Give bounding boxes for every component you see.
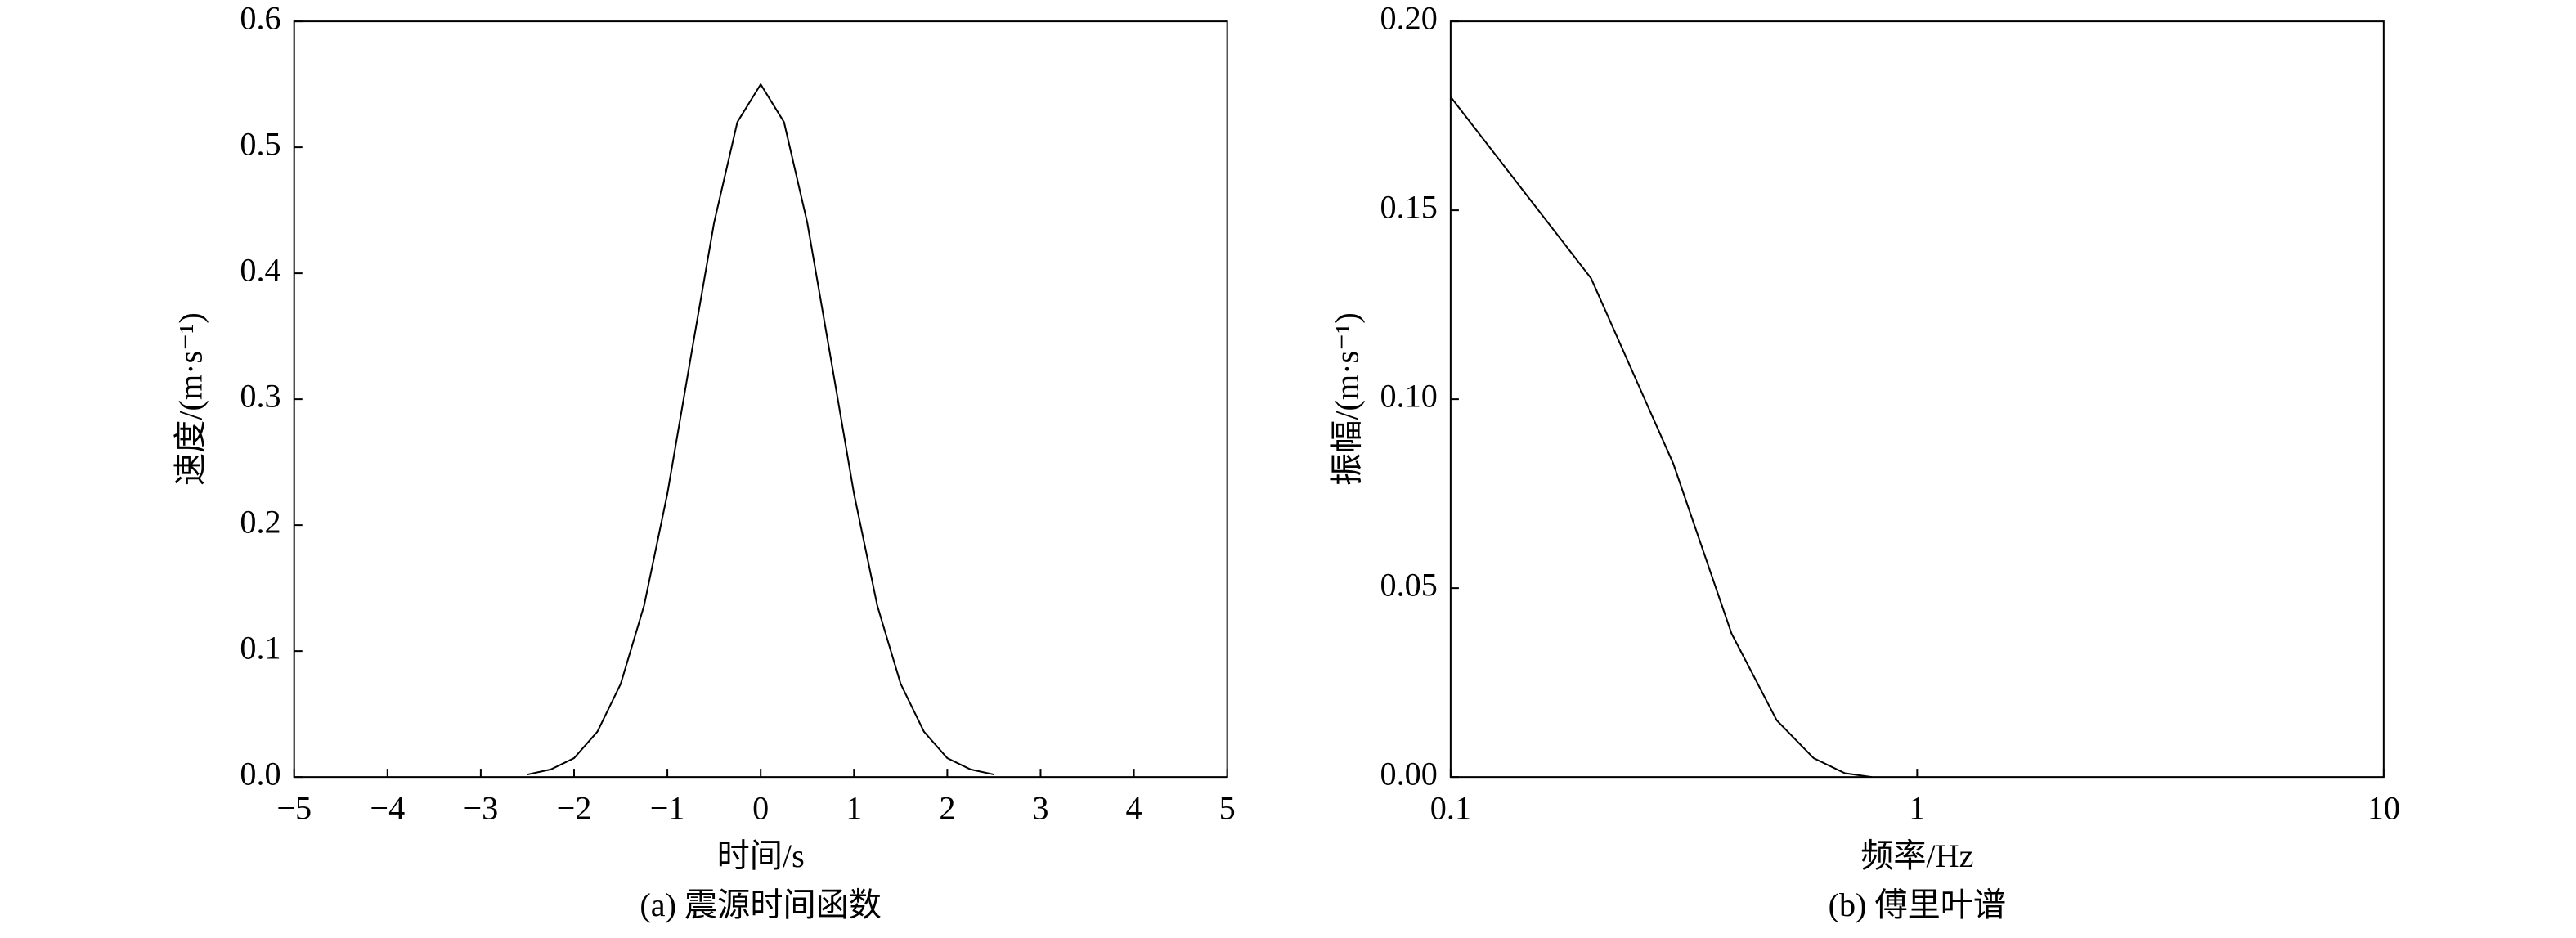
data-line (1450, 96, 1873, 779)
x-axis-label: 时间/s (717, 837, 805, 874)
y-tick-label: 0.6 (240, 0, 280, 36)
x-tick-label: −3 (464, 790, 499, 827)
y-tick-label: 0.3 (240, 377, 280, 414)
y-tick-label: 0.10 (1380, 377, 1438, 414)
x-tick-label: 0.1 (1430, 790, 1471, 827)
y-tick-label: 0.2 (240, 503, 280, 540)
x-tick-label: −4 (370, 790, 405, 827)
x-tick-label: 0 (752, 790, 769, 827)
x-tick-label: 1 (846, 790, 862, 827)
y-tick-label: 0.4 (240, 251, 280, 288)
chart-caption: (a) 震源时间函数 (640, 886, 882, 923)
y-tick-label: 0.0 (240, 755, 280, 792)
x-tick-label: 4 (1126, 790, 1142, 827)
x-tick-label: 3 (1032, 790, 1048, 827)
plot-frame (1449, 20, 2385, 779)
data-line (527, 83, 994, 776)
x-axis-label: 频率/Hz (1860, 837, 1973, 874)
y-tick-label: 0.1 (240, 629, 280, 666)
x-tick-label: −2 (557, 790, 592, 827)
y-tick-label: 0.15 (1380, 188, 1438, 225)
y-tick-label: 0.5 (240, 125, 280, 162)
x-tick-label: 2 (939, 790, 955, 827)
x-tick-label: 10 (2367, 790, 2400, 827)
plot-frame (293, 20, 1228, 779)
x-tick-label: 5 (1219, 790, 1236, 827)
y-tick-label: 0.05 (1380, 566, 1438, 603)
y-tick-label: 0.20 (1380, 0, 1438, 36)
chart-caption: (b) 傅里叶谱 (1829, 886, 2007, 923)
y-tick-label: 0.00 (1380, 755, 1438, 792)
x-tick-label: −5 (276, 790, 312, 827)
y-axis-label: 速度/(m·s⁻¹) (172, 312, 209, 486)
x-tick-label: 1 (1909, 790, 1925, 827)
y-axis-label: 振幅/(m·s⁻¹) (1329, 312, 1366, 486)
x-tick-label: −1 (650, 790, 685, 827)
